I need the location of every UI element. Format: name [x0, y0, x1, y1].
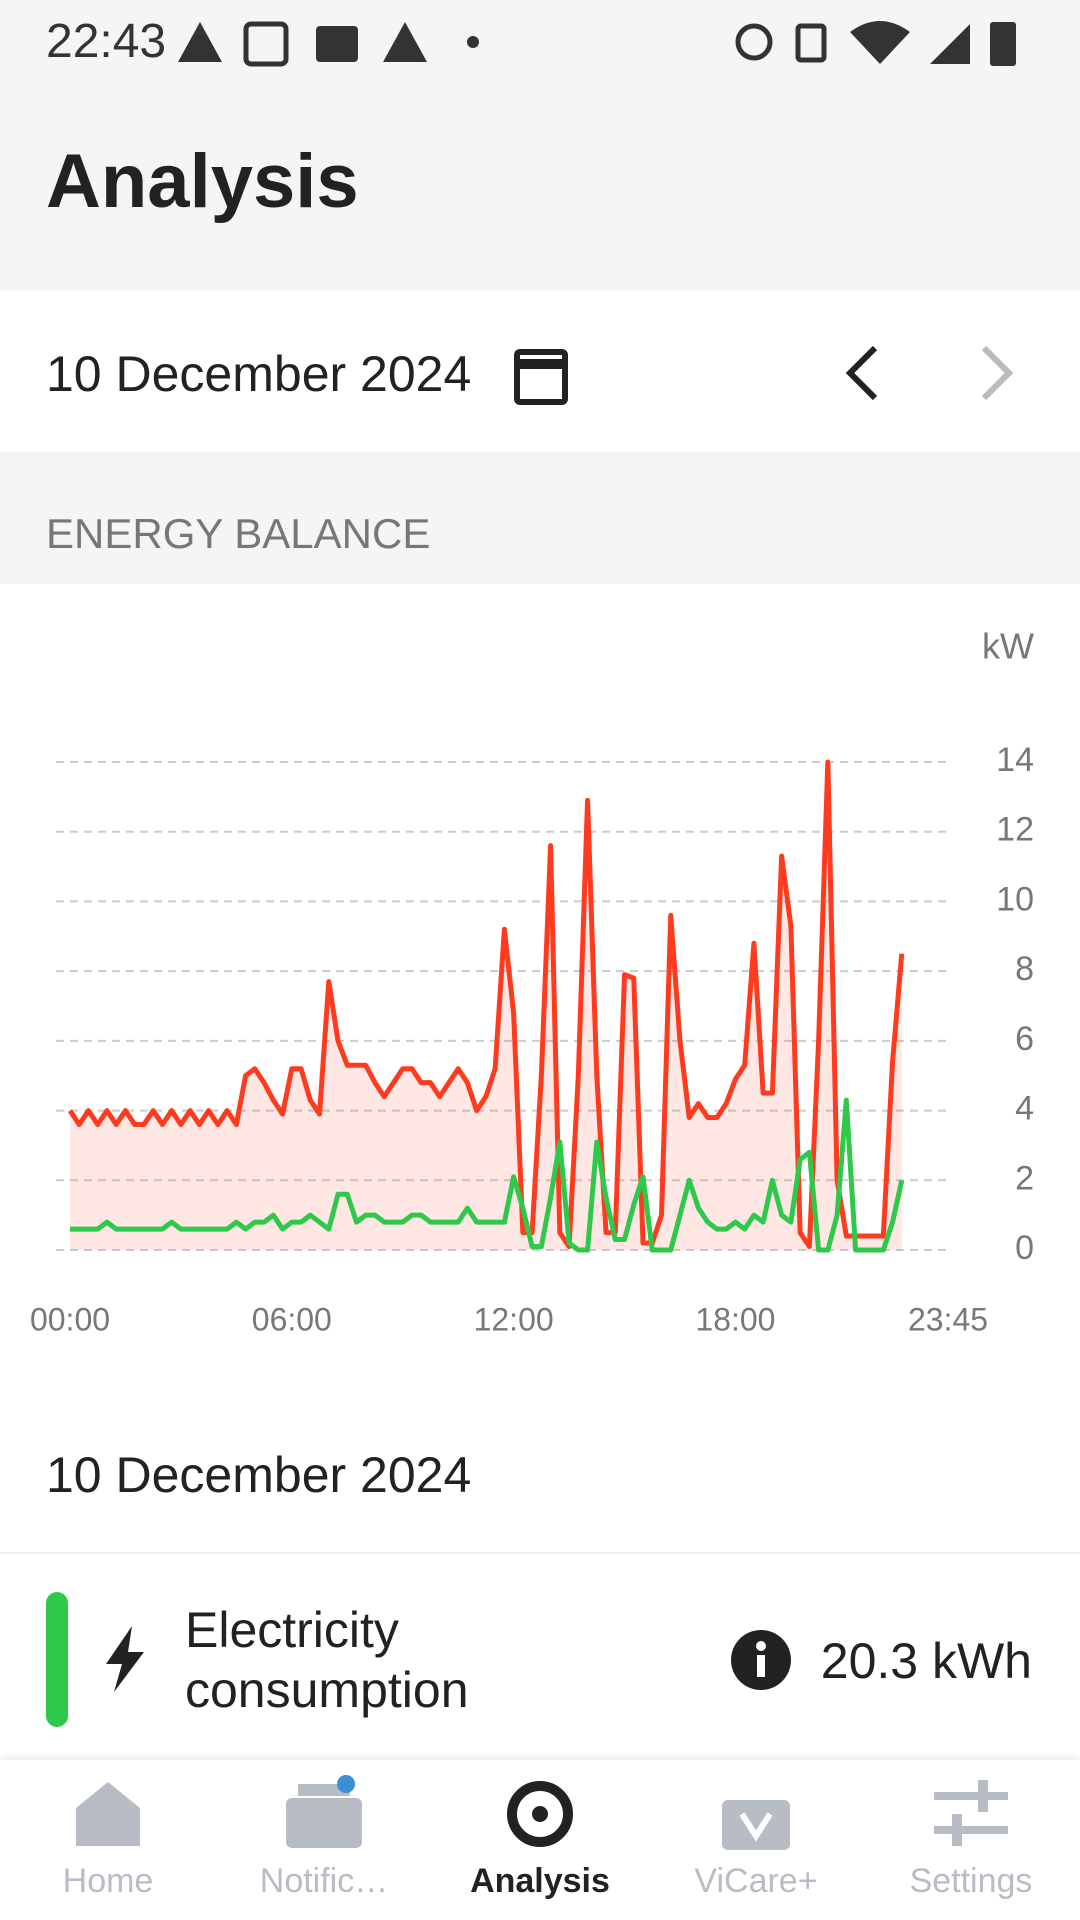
section-title: ENERGY BALANCE	[46, 510, 431, 557]
calendar-icon[interactable]	[514, 349, 568, 405]
nav-label[interactable]: Analysis	[470, 1862, 610, 1900]
series-line	[67, 759, 905, 1250]
y-tick-label: 10	[996, 880, 1034, 918]
area-fill	[70, 762, 902, 1250]
nav-icons	[76, 1775, 1008, 1850]
section-bg	[0, 452, 1080, 584]
series-line	[70, 1097, 905, 1253]
x-tick-label: 18:00	[695, 1301, 775, 1337]
y-tick-label: 8	[1015, 950, 1034, 988]
item-label: Electricity consumption	[185, 1602, 469, 1718]
y-tick-label: 6	[1015, 1020, 1034, 1058]
next-button[interactable]	[981, 345, 1014, 401]
item-value: 20.3 kWh	[820, 1633, 1032, 1689]
status-time: 22:43	[46, 15, 167, 68]
summary-date: 10 December 2024	[46, 1447, 472, 1503]
page-title: Analysis	[46, 139, 359, 224]
nav-label[interactable]: Notific…	[259, 1862, 389, 1900]
x-tick-label: 12:00	[474, 1301, 554, 1337]
prev-button[interactable]	[845, 345, 878, 401]
info-icon[interactable]	[730, 1629, 792, 1691]
nav-label[interactable]: Settings	[909, 1862, 1033, 1900]
y-tick-label: 0	[1015, 1229, 1034, 1267]
date-controls	[514, 345, 1014, 405]
x-tick-label: 06:00	[252, 1301, 332, 1337]
y-tick-label: 14	[996, 741, 1034, 779]
y-unit: kW	[982, 626, 1034, 667]
y-tick-label: 4	[1015, 1090, 1034, 1128]
header-bg	[0, 0, 1080, 291]
nav-label[interactable]: ViCare+	[694, 1862, 818, 1900]
y-tick-label: 2	[1015, 1159, 1034, 1197]
bolt-icon	[106, 1626, 144, 1692]
series-indicator	[46, 1592, 68, 1727]
x-tick-label: 23:45	[908, 1301, 988, 1337]
nav-label[interactable]: Home	[62, 1862, 154, 1900]
status-icons	[178, 21, 1016, 67]
divider	[0, 1552, 1080, 1554]
y-tick-label: 12	[996, 811, 1034, 849]
date-label[interactable]: 10 December 2024	[46, 346, 472, 402]
chart: kW 0 2 4 6 8 10 12 14 00:00 06:00 12:00 18:00 23:45	[30, 626, 1034, 1338]
x-tick-label: 00:00	[30, 1301, 110, 1337]
